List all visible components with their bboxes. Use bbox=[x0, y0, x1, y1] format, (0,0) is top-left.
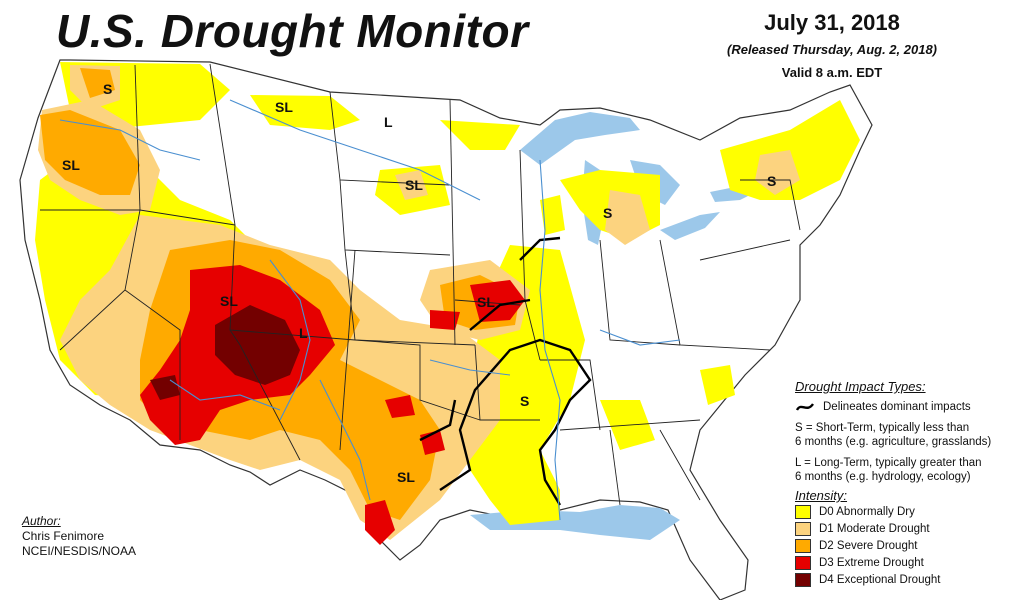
impact-types-heading: Drought Impact Types: bbox=[795, 379, 926, 394]
map-labels: S SL SL L SL S S SL L SL S SL bbox=[62, 81, 776, 485]
label-sl-texas: SL bbox=[397, 469, 415, 485]
rivers bbox=[59, 99, 681, 521]
lake-erie bbox=[660, 212, 720, 240]
map-date: July 31, 2018 bbox=[764, 10, 900, 35]
long-term-line1: L = Long-Term, typically greater than bbox=[795, 457, 982, 469]
page-title: U.S. Drought Monitor bbox=[56, 5, 529, 57]
legend-d1: D1 Moderate Drought bbox=[795, 520, 1023, 537]
valid-time: Valid 8 a.m. EDT bbox=[781, 65, 883, 80]
delineation-key: Delineates dominant impacts bbox=[795, 400, 1023, 414]
label-s-northeast: S bbox=[767, 173, 776, 189]
date-block: July 31, 2018 (Released Thursday, Aug. 2… bbox=[692, 10, 972, 80]
swatch-d2 bbox=[795, 538, 811, 553]
label-sl-montana: SL bbox=[275, 99, 293, 115]
long-term-note: L = Long-Term, typically greater than 6 … bbox=[795, 456, 1023, 484]
legend: Drought Impact Types: Delineates dominan… bbox=[795, 380, 1023, 588]
swatch-d0 bbox=[795, 504, 811, 519]
swatch-d1 bbox=[795, 521, 811, 536]
legend-d4: D4 Exceptional Drought bbox=[795, 571, 1023, 588]
author-name: Chris Fenimore bbox=[22, 529, 105, 543]
swatch-d4 bbox=[795, 572, 811, 587]
short-term-line1: S = Short-Term, typically less than bbox=[795, 422, 970, 434]
author-heading: Author: bbox=[22, 514, 61, 528]
intensity-heading: Intensity: bbox=[795, 488, 848, 503]
label-sl-oregon: SL bbox=[62, 157, 80, 173]
legend-d0: D0 Abnormally Dry bbox=[795, 503, 1023, 520]
label-l-southwest: L bbox=[299, 325, 308, 341]
label-l-montana: L bbox=[384, 114, 393, 130]
label-s-pnw: S bbox=[103, 81, 112, 97]
short-term-line2: 6 months (e.g. agriculture, grasslands) bbox=[795, 436, 992, 448]
release-date: (Released Thursday, Aug. 2, 2018) bbox=[727, 42, 937, 57]
label-s-arkansas: S bbox=[520, 393, 529, 409]
legend-d4-label: D4 Exceptional Drought bbox=[819, 573, 941, 586]
label-s-michigan: S bbox=[603, 205, 612, 221]
delineation-line-icon bbox=[795, 403, 814, 411]
author-org: NCEI/NESDIS/NOAA bbox=[22, 544, 137, 558]
legend-d2: D2 Severe Drought bbox=[795, 537, 1023, 554]
legend-d2-label: D2 Severe Drought bbox=[819, 539, 918, 552]
short-term-note: S = Short-Term, typically less than 6 mo… bbox=[795, 421, 1023, 449]
long-term-line2: 6 months (e.g. hydrology, ecology) bbox=[795, 471, 971, 483]
legend-d3: D3 Extreme Drought bbox=[795, 554, 1023, 571]
swatch-d3 bbox=[795, 555, 811, 570]
lake-superior bbox=[520, 112, 640, 165]
legend-d0-label: D0 Abnormally Dry bbox=[819, 505, 915, 518]
author-block: Author: Chris Fenimore NCEI/NESDIS/NOAA bbox=[22, 514, 136, 559]
legend-d3-label: D3 Extreme Drought bbox=[819, 556, 924, 569]
impact-delineations bbox=[419, 236, 592, 506]
legend-d1-label: D1 Moderate Drought bbox=[819, 522, 930, 535]
delineation-label: Delineates dominant impacts bbox=[823, 401, 971, 413]
label-sl-iowa: SL bbox=[477, 294, 495, 310]
label-sl-colorado: SL bbox=[220, 293, 238, 309]
label-sl-dakotas: SL bbox=[405, 177, 423, 193]
